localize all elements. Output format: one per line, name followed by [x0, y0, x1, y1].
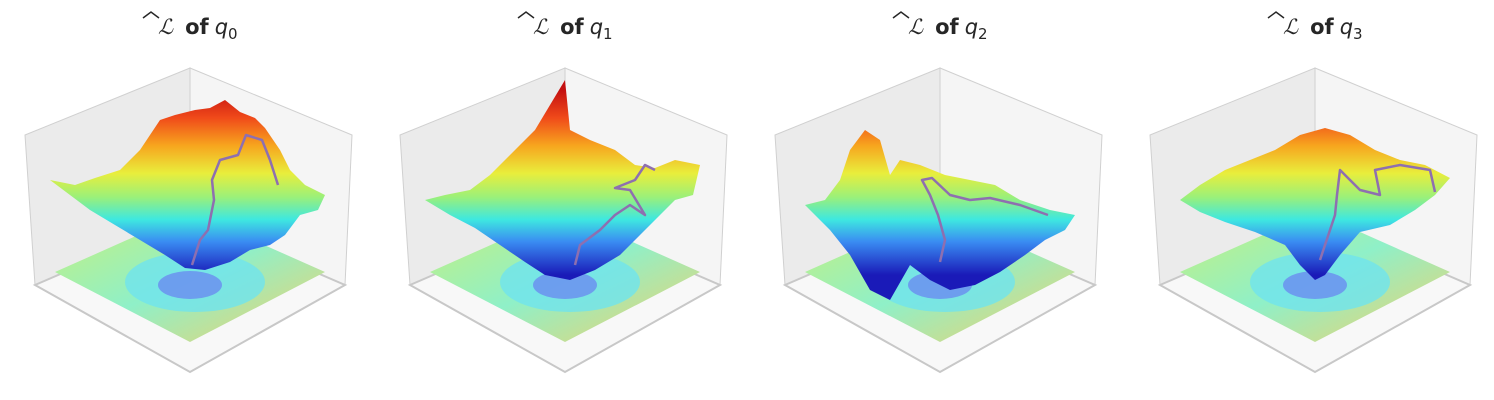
- title-part: q: [590, 15, 603, 39]
- title-part: 1: [603, 25, 613, 43]
- title-part: 0: [228, 25, 238, 43]
- surface: [805, 130, 1075, 300]
- trajectory: [573, 163, 656, 266]
- title-part: ℒ: [533, 15, 549, 39]
- trajectory: [190, 133, 280, 266]
- surface: [50, 100, 325, 270]
- title-part: of: [1310, 15, 1334, 39]
- trajectory: [920, 176, 1049, 263]
- surface: [1180, 128, 1450, 280]
- trajectory: [1318, 163, 1437, 261]
- title-part: of: [560, 15, 584, 39]
- title-part: q: [215, 15, 228, 39]
- title-part: ℒ: [158, 15, 174, 39]
- title-part: ℒ: [1283, 15, 1299, 39]
- title-part: ℒ: [908, 15, 924, 39]
- title-part: of: [935, 15, 959, 39]
- title-part: of: [185, 15, 209, 39]
- title-part: q: [965, 15, 978, 39]
- title-part: 2: [978, 25, 988, 43]
- surface: [425, 80, 700, 280]
- title-part: q: [1340, 15, 1353, 39]
- title-part: 3: [1353, 25, 1363, 43]
